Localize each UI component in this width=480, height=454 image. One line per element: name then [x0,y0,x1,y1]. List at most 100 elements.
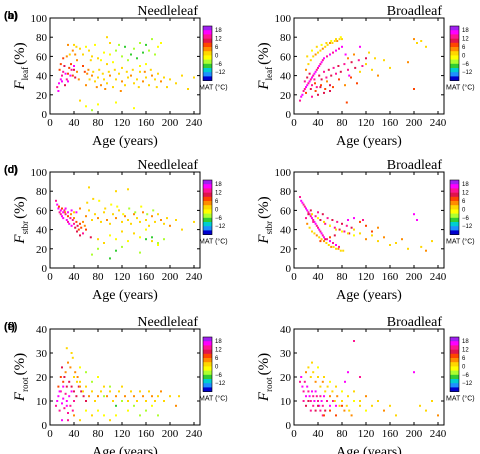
data-point [307,211,310,214]
data-point [347,395,349,398]
panel-letter: (b) [4,10,18,22]
data-point [62,385,65,388]
data-point [413,213,415,216]
y-tick-label: 100 [275,167,292,179]
data-point [383,409,385,412]
data-point [112,400,114,402]
data-point [323,236,325,239]
data-point [61,402,63,405]
data-point [75,220,78,223]
data-point [319,395,322,398]
data-point [104,207,107,210]
data-point [64,371,67,374]
colorbar-swatch [450,337,459,342]
y-tick-label: 40 [36,324,48,336]
data-point [302,90,305,92]
data-point [146,213,149,216]
data-point [353,228,355,231]
data-point [306,385,309,388]
data-point [121,230,123,233]
data-point [326,55,328,58]
data-point [115,217,117,220]
data-point [133,232,135,235]
data-point [335,414,337,417]
y-tick-label: 30 [280,348,292,360]
data-point [314,70,317,73]
data-point [103,385,105,388]
data-point [317,217,319,220]
data-point [59,390,62,393]
data-point [169,78,171,81]
data-point [181,74,183,77]
data-point [324,222,327,225]
plot-frame [49,17,201,115]
y-tick-label: 20 [36,90,48,102]
data-point [314,222,317,225]
colorbar-title: MAT (°C) [199,395,228,403]
data-point [109,419,111,422]
colorbar-swatch [203,358,212,363]
y-axis-unit: (%) [256,196,272,219]
data-point [119,90,122,92]
data-point [55,404,57,407]
data-point [337,247,340,250]
data-point [130,74,132,77]
data-point [151,74,153,77]
data-point [338,47,340,50]
data-point [321,380,324,383]
data-point [70,209,73,212]
data-point [315,86,318,89]
data-point [115,404,117,407]
data-point [76,70,78,73]
colorbar-swatch [203,188,212,193]
data-point [347,68,349,71]
colorbar-frame [449,25,460,81]
data-point [106,82,108,85]
colorbar-swatch [203,209,212,214]
y-tick-label: 0 [286,109,292,121]
x-tick-label: 200 [406,117,423,129]
data-point [74,371,77,374]
y-tick-label: 40 [280,71,292,83]
y-axis-label: Froot(%) [12,353,30,402]
data-point [130,222,132,225]
data-point [420,40,423,42]
colorbar-swatch [450,366,459,371]
data-point [85,215,87,218]
data-point [344,53,347,56]
data-point [59,376,62,378]
data-point [324,390,327,393]
data-point [61,80,63,83]
data-point [318,74,321,77]
data-point [327,244,330,246]
colorbar-swatch [450,30,459,35]
y-tick-label: 80 [280,186,292,198]
data-point [365,224,367,227]
data-point [320,61,323,64]
data-point [133,213,135,216]
data-point [425,249,427,252]
data-point [308,72,311,75]
colorbar-frame [202,336,213,392]
colorbar-tick-label: 0 [462,207,466,213]
data-point [154,220,156,223]
colorbar-tick-label: 6 [215,45,219,51]
x-tick-label: 120 [114,117,131,129]
colorbar-tick-label: 6 [462,356,466,362]
data-point [332,400,334,402]
data-point [365,57,367,60]
y-axis-subscript: leaf [264,67,274,81]
colorbar-swatch [450,209,459,214]
data-point [323,220,325,223]
data-point [336,220,339,223]
data-point [100,220,102,223]
data-point [319,385,322,388]
data-point [311,217,313,220]
data-point [335,228,337,231]
y-axis-unit: (%) [12,42,28,65]
data-point [88,209,90,212]
data-point [79,380,81,383]
data-point [107,70,110,73]
data-point [116,205,119,208]
data-point [350,76,352,79]
